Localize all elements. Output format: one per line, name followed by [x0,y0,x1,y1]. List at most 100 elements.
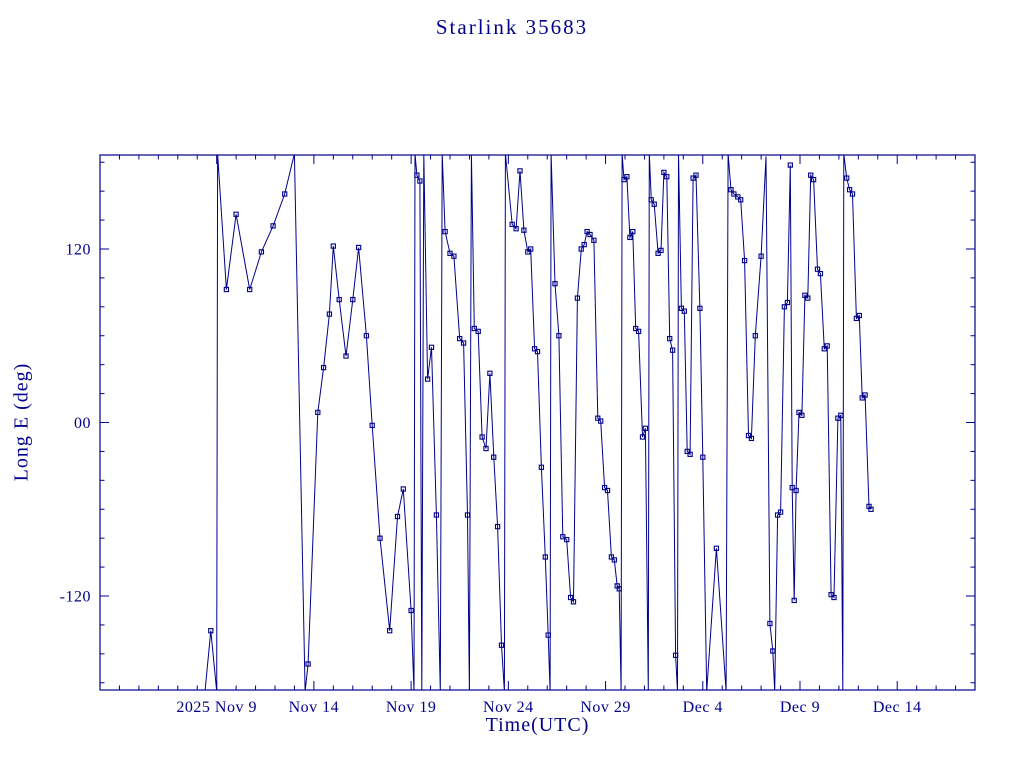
data-point-marker [853,315,860,322]
data-point-marker [752,333,758,339]
data-point-marker [560,534,566,540]
x-axis-label: Time(UTC) [485,714,590,736]
data-point-marker [223,286,230,293]
data-point-marker [693,172,699,178]
data-point-marker [731,191,737,197]
data-point-marker [350,296,356,303]
data-point-marker [672,652,679,658]
data-point-marker [509,221,515,228]
data-point-marker [483,445,489,452]
data-point-marker [400,486,406,492]
data-point-marker [233,211,239,217]
data-point-marker [741,257,748,264]
data-point-marker [315,409,321,416]
data-point-marker [552,281,558,287]
data-point-marker [635,328,642,335]
data-point-marker [525,249,531,255]
data-point-marker [343,353,349,359]
data-point-marker [608,554,615,560]
data-point-marker [814,266,821,272]
data-series [204,155,874,690]
x-tick-label: Dec 14 [873,699,922,716]
data-point-marker [424,376,431,382]
data-point-marker [642,425,649,431]
x-tick-label: Nov 29 [580,699,631,716]
data-point-marker [475,328,481,335]
data-point-marker [849,191,856,197]
data-point-marker [777,509,784,515]
data-point-marker [616,586,622,592]
data-point-marker [595,415,601,421]
data-point-marker [591,237,597,243]
data-point-marker [417,178,423,184]
data-point-marker [627,234,633,241]
data-point-marker [428,344,435,350]
data-point-marker [408,607,414,614]
data-point-marker [838,412,844,418]
data-line [204,155,872,690]
data-point-marker [330,243,336,249]
data-point-marker [697,305,703,311]
data-point-marker [770,648,776,654]
data-point-marker [611,557,617,563]
data-point-marker [521,227,527,233]
data-point-marker [787,162,793,168]
data-point-marker [817,270,824,277]
data-point-marker [531,346,538,352]
data-point-marker [713,545,720,551]
y-tick-label: -120 [60,589,91,606]
data-point-marker [856,312,862,319]
data-point-marker [868,506,874,512]
x-tick-label: Nov 24 [483,699,534,716]
data-point-marker [336,296,342,303]
y-axis-label: Long E (deg) [10,362,33,482]
data-point-marker [802,292,808,298]
data-point-marker [655,250,661,256]
data-point-marker [447,250,453,256]
data-point-marker [808,172,814,178]
data-point-marker [556,333,562,339]
data-point-marker [821,346,827,352]
data-point-marker [700,454,706,460]
data-point-marker [363,333,370,339]
axis-tick-labels: 2025 Nov 9 Nov 14 Nov 19 Nov 24 Nov 29 Dec 4 D… [60,242,922,717]
data-point-marker [414,172,420,178]
data-point-marker [862,392,868,398]
data-point-marker [687,451,693,457]
data-point-marker [789,484,795,491]
x-tick-label: Dec 9 [780,699,820,716]
chart-title: Starlink 35683 [435,15,589,39]
data-point-marker [282,191,288,197]
data-point-marker [377,535,383,541]
data-point-marker [684,448,690,455]
data-point-marker [799,412,805,418]
data-point-marker [846,187,853,193]
data-point-marker [528,246,534,252]
data-point-marker [534,348,541,355]
data-point-marker [451,253,457,259]
data-point-marker [326,311,333,317]
data-point-marker [581,241,587,248]
data-point-marker [639,434,646,440]
data-point-marker [774,512,781,518]
data-point-marker [669,347,676,353]
data-point-marker [604,487,611,494]
data-point-marker [735,194,741,200]
data-point-marker [208,628,214,634]
data-point-marker [258,249,265,255]
data-point-marker [630,228,636,235]
data-point-marker [513,226,519,232]
data-point-marker [442,228,448,235]
data-point-marker [494,523,501,530]
data-point-marker [796,409,802,416]
data-point-marker [667,335,673,342]
data-point-marker [545,632,551,638]
data-point-marker [320,364,327,371]
data-point-marker [664,174,670,180]
data-point-marker [805,295,811,301]
data-point-marker [658,247,664,254]
data-point-marker [479,434,485,440]
data-point-marker [460,340,467,346]
data-point-marker [781,304,788,310]
